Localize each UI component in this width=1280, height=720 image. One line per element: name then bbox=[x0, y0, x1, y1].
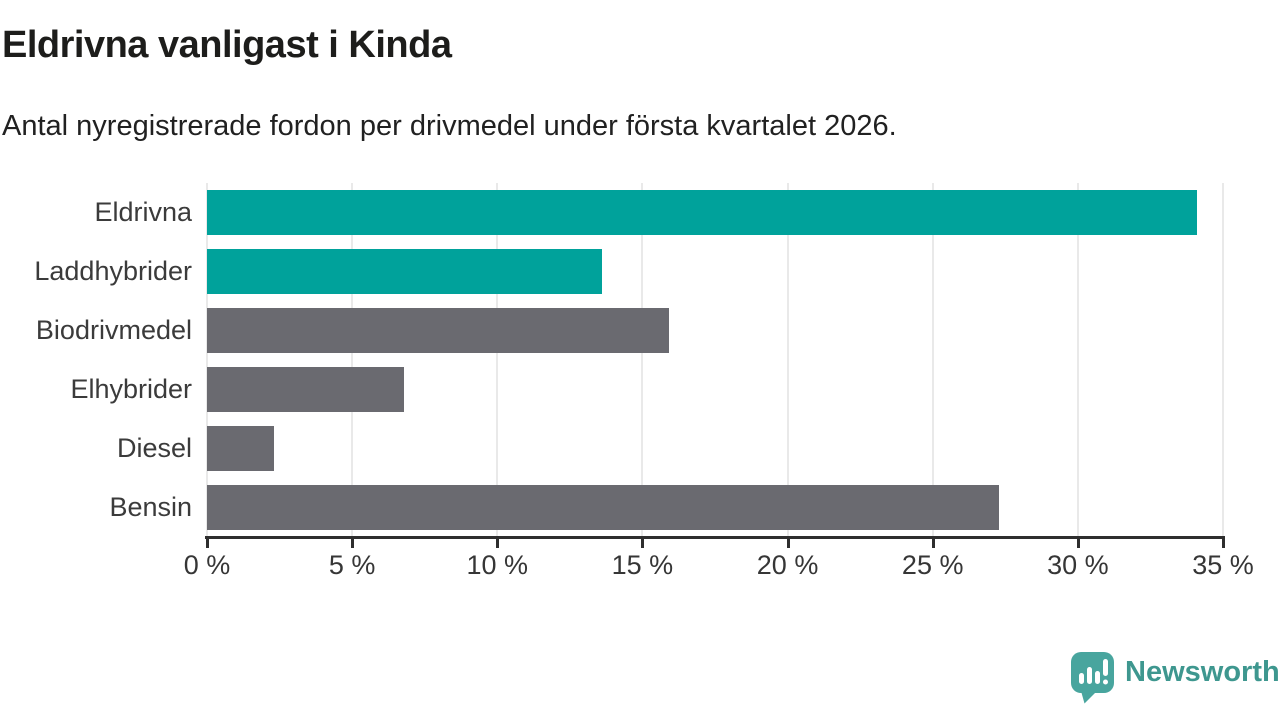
gridline-15 bbox=[641, 183, 644, 537]
gridline-25 bbox=[931, 183, 934, 537]
x-tick-label-10: 10 % bbox=[466, 550, 529, 580]
x-tick-label-0: 0 % bbox=[183, 550, 231, 580]
bar-bensin bbox=[207, 485, 1000, 530]
bar-diesel bbox=[207, 426, 274, 471]
y-axis-labels: Eldrivna Laddhybrider Biodrivmedel Elhybrid… bbox=[0, 183, 192, 537]
x-tick-label-30: 30 % bbox=[1047, 550, 1109, 580]
x-tick-label-20: 20 % bbox=[756, 550, 819, 580]
gridline-20 bbox=[786, 183, 789, 537]
gridline-0 bbox=[206, 183, 208, 537]
x-tick-label-35: 35 % bbox=[1192, 550, 1254, 580]
x-axis: 0 % 5 % 10 % 15 % 20 % 25 % 30 % 35 % bbox=[184, 536, 1254, 584]
x-tick-20 bbox=[786, 539, 790, 548]
x-tick-30 bbox=[1076, 539, 1080, 548]
gridline-35 bbox=[1222, 183, 1224, 537]
plot-area bbox=[206, 183, 1224, 537]
x-tick-15 bbox=[641, 539, 645, 548]
newsworthy-speech-bubble-chart-icon bbox=[1070, 651, 1116, 709]
chart-title: Eldrivna vanligast i Kinda bbox=[2, 24, 452, 66]
category-label-eldrivna: Eldrivna bbox=[94, 197, 192, 227]
chart-subtitle: Antal nyregistrerade fordon per drivmede… bbox=[2, 110, 897, 142]
x-tick-25 bbox=[931, 539, 935, 548]
x-tick-label-5: 5 % bbox=[328, 550, 376, 580]
bar-laddhybrider bbox=[207, 249, 602, 294]
bar-biodrivmedel bbox=[207, 308, 669, 353]
bar-eldrivna bbox=[207, 190, 1197, 235]
category-label-biodrivmedel: Biodrivmedel bbox=[35, 315, 192, 345]
bar-elhybrider bbox=[207, 367, 405, 412]
newsworthy-logo: Newsworthy bbox=[1070, 651, 1280, 709]
gridline-10 bbox=[496, 183, 499, 537]
category-label-laddhybrider: Laddhybrider bbox=[34, 256, 192, 286]
x-tick-label-25: 25 % bbox=[901, 550, 964, 580]
category-label-elhybrider: Elhybrider bbox=[70, 374, 192, 404]
category-label-diesel: Diesel bbox=[116, 433, 192, 463]
x-tick-35 bbox=[1222, 539, 1225, 548]
x-tick-0 bbox=[206, 539, 209, 548]
category-label-bensin: Bensin bbox=[109, 492, 192, 522]
newsworthy-logo-text: Newsworthy bbox=[1125, 656, 1280, 688]
x-tick-5 bbox=[351, 539, 355, 548]
x-tick-10 bbox=[496, 539, 500, 548]
x-axis-line bbox=[205, 536, 1225, 539]
gridline-30 bbox=[1076, 183, 1079, 537]
x-tick-label-15: 15 % bbox=[611, 550, 674, 580]
gridline-5 bbox=[351, 183, 354, 537]
